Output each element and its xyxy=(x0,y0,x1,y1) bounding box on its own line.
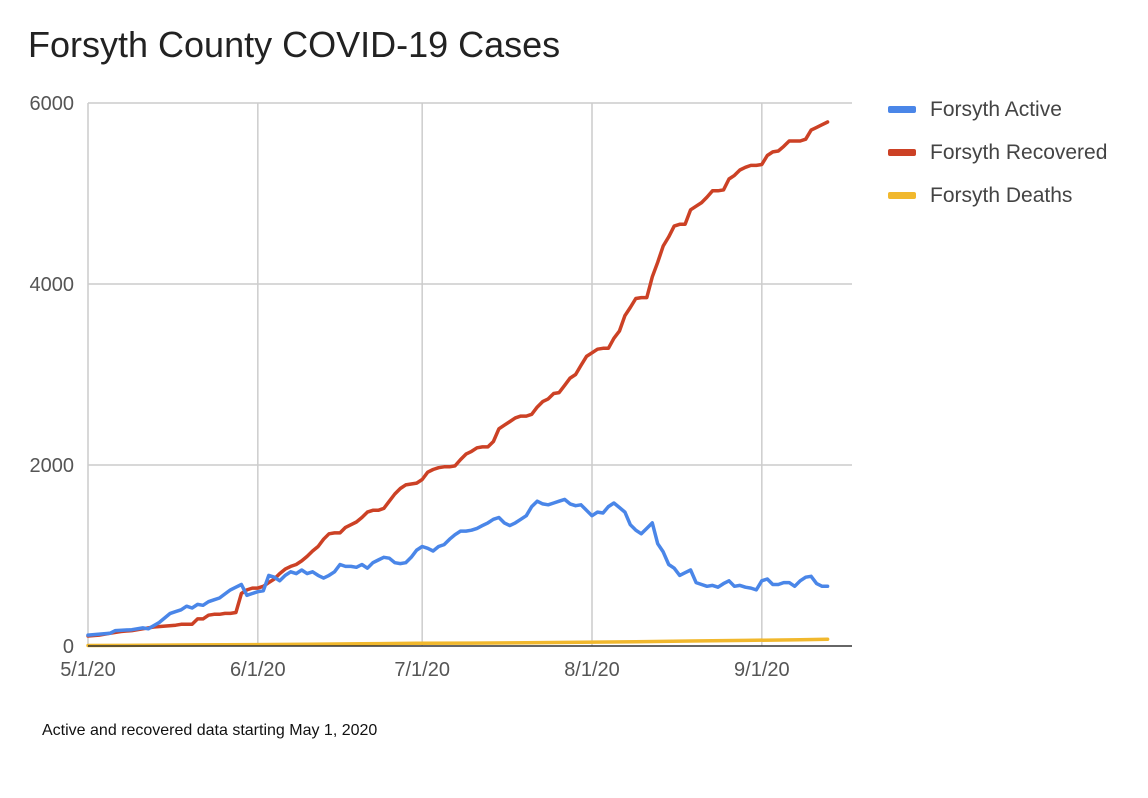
legend-label-active: Forsyth Active xyxy=(930,97,1062,121)
legend-item-active: Forsyth Active xyxy=(888,88,1107,131)
series-line-forsyth-deaths xyxy=(86,637,830,648)
series-lines xyxy=(86,120,830,648)
legend-label-recovered: Forsyth Recovered xyxy=(930,140,1108,164)
legend-swatch-recovered xyxy=(888,149,916,156)
legend-item-recovered: Forsyth Recovered xyxy=(888,131,1107,174)
legend: Forsyth Active Forsyth Recovered Forsyth… xyxy=(888,88,1107,217)
x-tick-label: 9/1/20 xyxy=(734,659,790,681)
y-tick-label: 2000 xyxy=(30,455,75,477)
y-tick-label: 6000 xyxy=(30,93,75,115)
axis: 0 2000 4000 6000 5/1/20 6/1/20 7/1/20 8/1/20 9/1… xyxy=(30,93,852,681)
x-tick-label: 6/1/20 xyxy=(230,659,286,681)
y-tick-label: 0 xyxy=(63,636,74,658)
y-tick-label: 4000 xyxy=(30,274,75,296)
x-tick-label: 7/1/20 xyxy=(394,659,450,681)
legend-item-deaths: Forsyth Deaths xyxy=(888,174,1107,217)
x-tick-label: 5/1/20 xyxy=(60,659,116,681)
chart-note: Active and recovered data starting May 1… xyxy=(42,722,378,739)
legend-swatch-active xyxy=(888,106,916,113)
grid xyxy=(87,102,852,646)
legend-swatch-deaths xyxy=(888,192,916,199)
legend-label-deaths: Forsyth Deaths xyxy=(930,183,1073,207)
chart-title: Forsyth County COVID-19 Cases xyxy=(28,24,561,65)
series-line-forsyth-active xyxy=(86,497,830,637)
series-line-forsyth-recovered xyxy=(86,120,830,638)
x-tick-label: 8/1/20 xyxy=(564,659,620,681)
